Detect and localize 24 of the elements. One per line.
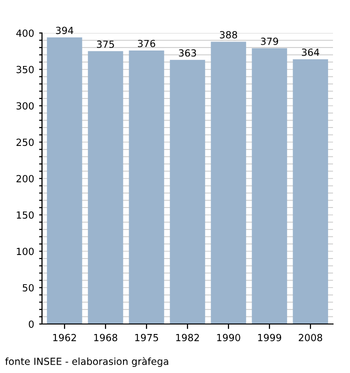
data-label: 363 (178, 49, 196, 57)
source-note: fonte INSEE - elaborasion gràfega (5, 357, 168, 367)
y-tick-label: 300 (16, 102, 34, 110)
x-tick-label: 1990 (217, 334, 240, 342)
x-tick-label: 1962 (53, 334, 76, 342)
y-tick-label: 250 (16, 138, 34, 146)
data-label: 376 (138, 40, 156, 48)
y-tick-label: 0 (28, 320, 34, 328)
y-tick-label: 200 (16, 174, 34, 182)
data-label: 375 (96, 40, 114, 48)
y-tick-label: 400 (16, 29, 34, 37)
y-tick-label: 150 (16, 211, 34, 219)
x-tick-label: 1999 (258, 334, 282, 342)
x-tick-label: 1968 (94, 334, 118, 342)
data-label: 379 (260, 38, 278, 46)
x-tick-label: 2008 (298, 334, 322, 342)
data-label: 364 (302, 48, 320, 56)
data-label: 394 (56, 26, 74, 34)
y-tick-label: 350 (16, 66, 34, 74)
y-tick-label: 100 (16, 248, 34, 256)
y-tick-label: 50 (22, 284, 34, 292)
x-tick-label: 1982 (176, 334, 199, 342)
data-label: 388 (220, 31, 238, 38)
x-tick-label: 1975 (135, 334, 158, 342)
